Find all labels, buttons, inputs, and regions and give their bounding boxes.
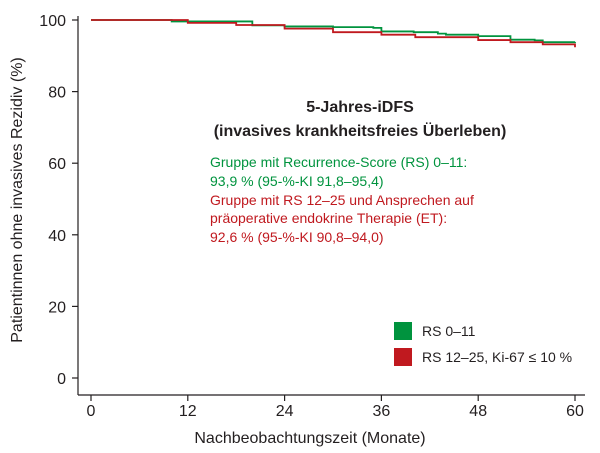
annotation-red-line-3: 92,6 % (95-%-KI 90,8–94,0) <box>210 229 384 245</box>
x-axis-label: Nachbeobachtungszeit (Monate) <box>194 430 425 447</box>
legend-label-red: RS 12–25, Ki-67 ≤ 10 % <box>422 349 572 365</box>
series-line-rs-12-25 <box>91 19 576 48</box>
annotation-green-line-1: Gruppe mit Recurrence-Score (RS) 0–11: <box>210 154 467 170</box>
x-tick-label: 48 <box>469 403 487 420</box>
x-axis-ticks: 0 12 24 36 48 60 <box>87 395 584 420</box>
x-tick-label: 36 <box>373 403 391 420</box>
y-tick-label: 0 <box>57 371 66 388</box>
y-tick-label: 20 <box>48 299 66 316</box>
annotation-title-line1: 5-Jahres-iDFS <box>306 99 414 116</box>
x-tick-label: 12 <box>179 403 197 420</box>
series-layer <box>91 19 576 48</box>
legend-swatch-red <box>394 348 412 366</box>
legend: RS 0–11 RS 12–25, Ki-67 ≤ 10 % <box>394 322 572 366</box>
annotation-red-line-2: präoperative endokrine Therapie (ET): <box>210 210 447 226</box>
y-tick-label: 40 <box>48 228 66 245</box>
annotation-green-line-2: 93,9 % (95-%-KI 91,8–95,4) <box>210 173 384 189</box>
y-tick-label: 80 <box>48 85 66 102</box>
annotation-red-line-1: Gruppe mit RS 12–25 und Ansprechen auf <box>210 192 474 208</box>
x-tick-label: 60 <box>566 403 584 420</box>
y-tick-label: 60 <box>48 156 66 173</box>
legend-label-green: RS 0–11 <box>422 323 476 339</box>
x-tick-label: 24 <box>276 403 294 420</box>
y-tick-label: 100 <box>39 13 66 30</box>
x-tick-label: 0 <box>87 403 96 420</box>
y-axis-label: Patientinnen ohne invasives Rezidiv (%) <box>9 57 26 342</box>
legend-swatch-green <box>394 322 412 340</box>
y-axis-ticks: 0 20 40 60 80 100 <box>39 13 78 388</box>
annotation-title-line2: (invasives krankheitsfreies Überleben) <box>214 121 507 140</box>
